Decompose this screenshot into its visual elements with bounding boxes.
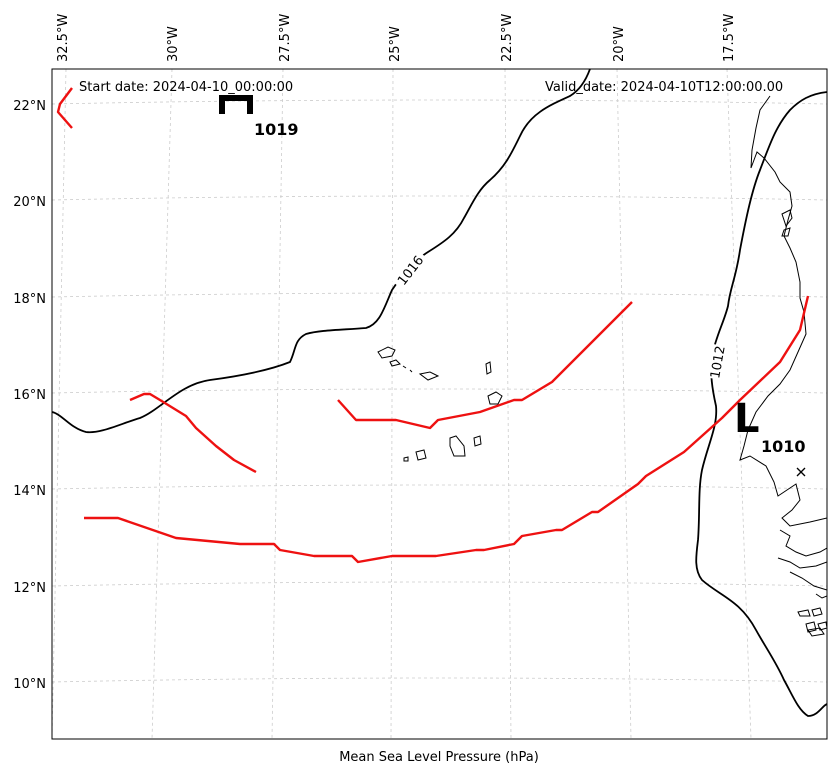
- lon-tick-label: 30°W: [166, 26, 181, 62]
- meridian-line: [271, 69, 284, 739]
- meridian-line: [390, 69, 394, 739]
- lat-tick-label: 10°N: [13, 677, 46, 692]
- storm-track: [129, 392, 257, 474]
- island-outline: [377, 346, 396, 359]
- storm-track: [337, 301, 633, 430]
- meridian-line: [151, 69, 173, 739]
- cape-verde-islands: [377, 346, 503, 462]
- lon-tick-label: 17.5°W: [722, 14, 737, 62]
- parallel-line: [52, 99, 827, 105]
- island-outline: [418, 371, 440, 381]
- island-outline: [807, 627, 825, 637]
- island-outline: [473, 435, 482, 447]
- map-plot-area: 1019 L 1010 1016 1012 Start date: 2024-0…: [52, 69, 827, 739]
- coastline-segment: [815, 593, 827, 599]
- low-pressure-center: L 1010: [734, 396, 806, 456]
- lon-tick-labels: 32.5°W 30°W 27.5°W 25°W 22.5°W 20°W 17.5…: [56, 14, 737, 62]
- map-frame: [51, 68, 828, 740]
- storm-position-marker: [796, 467, 806, 477]
- high-pressure-center: 1019: [219, 95, 299, 139]
- meridian-line: [616, 69, 632, 739]
- island-outline: [449, 435, 466, 457]
- island-outline: [781, 227, 791, 237]
- africa-coastline: [739, 95, 827, 527]
- parallel-line: [52, 292, 827, 298]
- island-outline: [403, 456, 409, 462]
- isobar-1012: [695, 91, 827, 717]
- island-outline: [485, 361, 492, 375]
- island-outline: [409, 369, 413, 373]
- isobar-contours: [52, 69, 827, 717]
- meridian-line: [726, 69, 752, 739]
- meridian-line: [504, 69, 512, 739]
- coastline-segment: [777, 557, 827, 569]
- low-center-value: 1010: [761, 437, 806, 456]
- parallel-line: [52, 388, 827, 394]
- lon-tick-label: 27.5°W: [278, 14, 293, 62]
- storm-track: [56, 87, 73, 129]
- valid-date-label: Valid_date: 2024-04-10T12:00:00.00: [545, 80, 783, 95]
- lat-tick-label: 16°N: [13, 388, 46, 403]
- parallel-line: [52, 677, 827, 683]
- lon-tick-label: 25°W: [388, 26, 403, 62]
- meridian-line: [52, 69, 67, 739]
- lat-tick-label: 20°N: [13, 195, 46, 210]
- island-outline: [805, 621, 817, 633]
- coastline-segment: [789, 571, 827, 591]
- parallel-line: [52, 484, 827, 490]
- island-outline: [797, 609, 811, 617]
- parallel-line: [52, 581, 827, 587]
- graticule: [52, 69, 827, 739]
- island-outline: [389, 359, 401, 367]
- island-outline: [817, 621, 827, 631]
- parallel-line: [52, 195, 827, 201]
- lat-tick-label: 14°N: [13, 484, 46, 499]
- map-caption: Mean Sea Level Pressure (hPa): [339, 750, 539, 765]
- low-center-letter: L: [734, 396, 760, 442]
- lon-tick-label: 32.5°W: [56, 14, 71, 62]
- high-center-h-glyph: [219, 95, 253, 114]
- lat-tick-label: 12°N: [13, 581, 46, 596]
- coastline-segment: [779, 529, 827, 557]
- island-outline: [781, 209, 793, 228]
- lon-tick-label: 20°W: [612, 26, 627, 62]
- lon-tick-label: 22.5°W: [500, 14, 515, 62]
- storm-tracks: [56, 87, 810, 564]
- island-outline: [402, 365, 407, 369]
- island-outline: [415, 449, 427, 461]
- isobar-1016: [52, 69, 591, 434]
- island-outline: [487, 391, 503, 405]
- island-outline: [811, 607, 823, 617]
- lat-tick-label: 18°N: [13, 292, 46, 307]
- high-center-value: 1019: [254, 120, 299, 139]
- lat-tick-labels: 22°N 20°N 18°N 16°N 14°N 12°N 10°N: [13, 99, 46, 692]
- start-date-label: Start date: 2024-04-10_00:00:00: [79, 80, 293, 95]
- coastline: [739, 95, 827, 637]
- contour-label-1012: 1012: [708, 345, 729, 380]
- storm-track: [84, 295, 810, 564]
- lat-tick-label: 22°N: [13, 99, 46, 114]
